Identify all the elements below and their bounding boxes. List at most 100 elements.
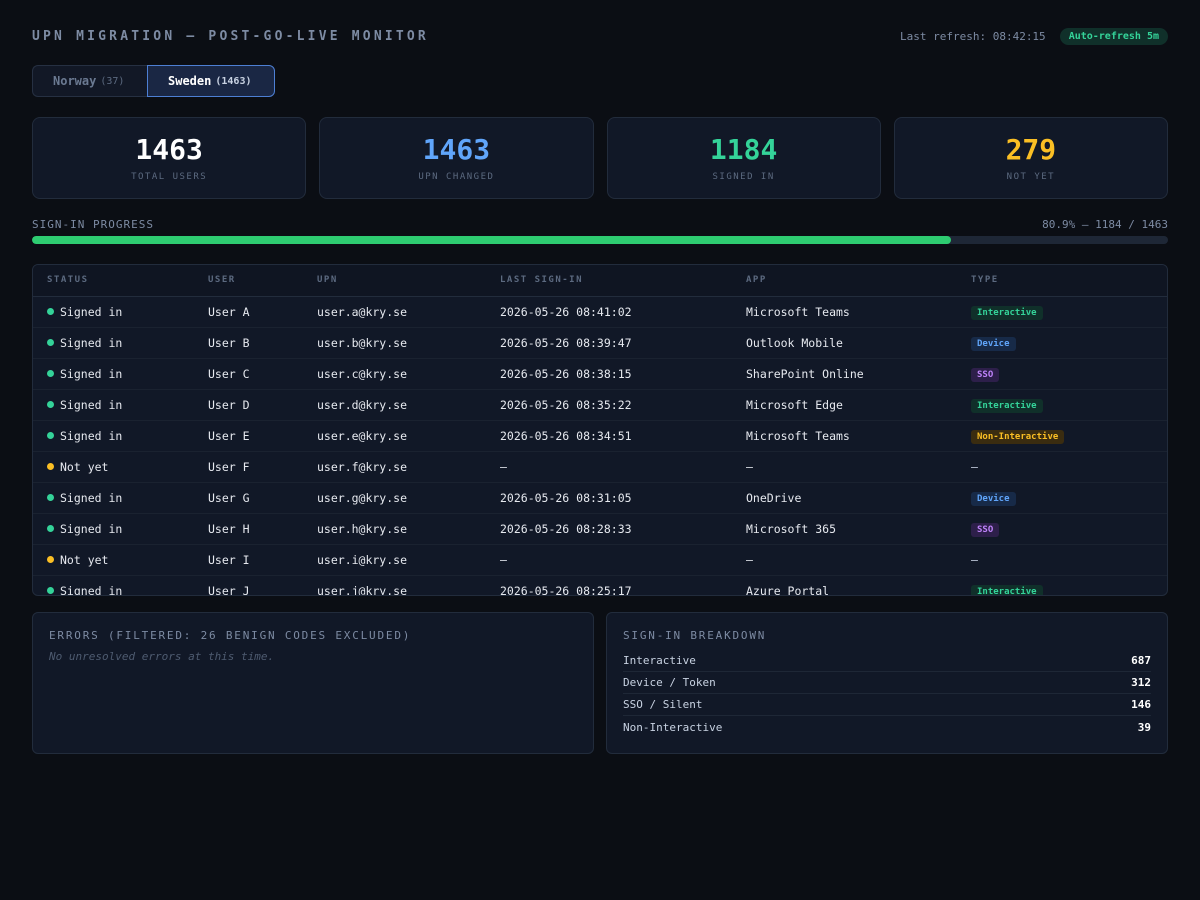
column-header-app[interactable]: APP [732,265,957,297]
cell-status: Signed in [33,513,194,545]
type-badge: Interactive [971,584,1043,595]
column-header-user[interactable]: USER [194,265,303,297]
tab-norway[interactable]: Norway (37) [32,65,147,97]
table-row[interactable]: Not yet User F user.f@kry.se — — — [33,451,1167,483]
upn-value: user.c@kry.se [317,366,408,381]
status-indicator: Signed in [47,483,194,513]
table-row[interactable]: Signed in User C user.c@kry.se 2026-05-26 0… [33,358,1167,390]
stat-value: 1463 [135,133,203,166]
stat-label: TOTAL USERS [131,172,208,182]
last-sign-in-value: — [500,552,507,567]
table-row[interactable]: Signed in User B user.b@kry.se 2026-05-26 0… [33,327,1167,359]
type-badge: SSO [971,367,1000,382]
cell-app: SharePoint Online [732,358,957,390]
app-name: Azure Portal [746,583,830,596]
table-row[interactable]: Signed in User J user.j@kry.se 2026-05-26 0… [33,575,1167,596]
column-header-upn[interactable]: UPN [303,265,486,297]
stat-card-signed-in: 1184 SIGNED IN [606,117,881,199]
cell-last-sign-in: 2026-05-26 08:25:17 [486,575,732,596]
cell-type: Device [957,482,1167,514]
auto-refresh-badge[interactable]: Auto-refresh 5m [1059,27,1168,45]
cell-status: Signed in [33,389,194,421]
cell-last-sign-in: 2026-05-26 08:39:47 [486,327,732,359]
table-row[interactable]: Signed in User E user.e@kry.se 2026-05-26 0… [33,420,1167,452]
status-dot-icon [47,525,54,532]
cell-upn: user.d@kry.se [303,389,486,421]
last-sign-in-value: 2026-05-26 08:25:17 [500,583,632,596]
tab-sweden[interactable]: Sweden (1463) [147,65,275,97]
type-badge: Non-Interactive [971,429,1065,444]
stat-label: UPN CHANGED [418,172,495,182]
status-text: Not yet [60,552,109,567]
page-title: UPN MIGRATION — POST-GO-LIVE MONITOR [32,28,429,44]
stat-label: NOT YET [1006,172,1056,182]
breakdown-label: Non-Interactive [623,720,723,734]
cell-status: Not yet [33,451,194,483]
app-name: Microsoft Teams [746,304,850,319]
cell-user: User A [194,296,303,328]
last-sign-in-value: — [500,459,507,474]
cell-type: Non-Interactive [957,420,1167,452]
cell-user: User J [194,575,303,596]
breakdown-value: 312 [1131,676,1151,689]
status-text: Signed in [60,428,123,443]
cell-app: — [732,544,957,576]
cell-user: User I [194,544,303,576]
stat-card-not-yet: 279 NOT YET [893,117,1168,199]
progress-summary: 80.9% — 1184 / 1463 [1042,218,1168,231]
country-tabs: Norway (37) Sweden (1463) [32,65,275,97]
header-right: Last refresh: 08:42:15 Auto-refresh 5m [899,27,1168,45]
status-indicator: Signed in [47,297,194,327]
status-text: Signed in [60,335,123,350]
cell-last-sign-in: 2026-05-26 08:34:51 [486,420,732,452]
status-indicator: Not yet [47,452,194,482]
app-name: SharePoint Online [746,366,864,381]
cell-status: Signed in [33,420,194,452]
cell-upn: user.g@kry.se [303,482,486,514]
column-header-last-sign-in[interactable]: LAST SIGN-IN [486,265,732,297]
breakdown-value: 687 [1131,654,1151,667]
cell-last-sign-in: 2026-05-26 08:31:05 [486,482,732,514]
cell-type: Device [957,327,1167,359]
cell-type: Interactive [957,389,1167,421]
cell-status: Signed in [33,296,194,328]
status-dot-icon [47,308,54,315]
cell-app: — [732,451,957,483]
cell-app: Microsoft Teams [732,296,957,328]
last-refresh-text: Last refresh: 08:42:15 [899,29,1046,43]
cell-last-sign-in: 2026-05-26 08:28:33 [486,513,732,545]
table-row[interactable]: Signed in User H user.h@kry.se 2026-05-26 0… [33,513,1167,545]
user-name: User I [208,552,250,567]
cell-status: Signed in [33,575,194,595]
status-text: Signed in [60,304,123,319]
table-row[interactable]: Signed in User G user.g@kry.se 2026-05-26 0… [33,482,1167,514]
cell-app: Azure Portal [732,575,957,596]
cell-type: — [957,451,1167,483]
status-indicator: Not yet [47,545,194,575]
table-row[interactable]: Signed in User D user.d@kry.se 2026-05-26 0… [33,389,1167,421]
column-header-status[interactable]: STATUS [33,265,194,297]
type-empty: — [971,552,978,567]
tab-count: (1463) [215,75,252,87]
user-name: User F [208,459,250,474]
cell-upn: user.c@kry.se [303,358,486,390]
table-row[interactable]: Signed in User A user.a@kry.se 2026-05-26 0… [33,296,1167,328]
tab-label: Norway [53,74,97,88]
table-row[interactable]: Not yet User I user.i@kry.se — — — [33,544,1167,576]
upn-value: user.f@kry.se [317,459,408,474]
status-text: Signed in [60,490,123,505]
status-text: Signed in [60,521,123,536]
upn-value: user.j@kry.se [317,583,408,596]
stat-card-upn-changed: 1463 UPN CHANGED [319,117,594,199]
stat-label: SIGNED IN [712,172,775,182]
column-header-type[interactable]: TYPE [957,265,1167,297]
upn-value: user.a@kry.se [317,304,408,319]
status-dot-icon [47,463,54,470]
cell-status: Not yet [33,544,194,576]
cell-app: Microsoft Teams [732,420,957,452]
status-indicator: Signed in [47,359,194,389]
user-name: User B [208,335,250,350]
last-sign-in-value: 2026-05-26 08:34:51 [500,428,632,443]
type-badge: Interactive [971,305,1043,320]
cell-type: Interactive [957,575,1167,595]
